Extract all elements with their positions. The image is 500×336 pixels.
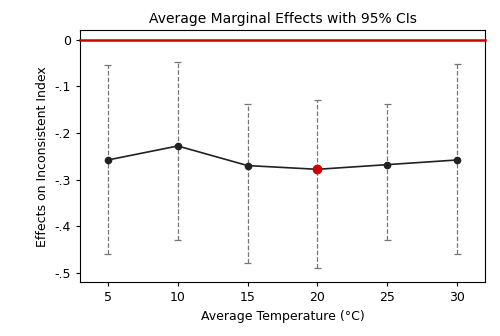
X-axis label: Average Temperature (°C): Average Temperature (°C) <box>200 310 364 323</box>
Title: Average Marginal Effects with 95% CIs: Average Marginal Effects with 95% CIs <box>148 12 416 26</box>
Y-axis label: Effects on Inconsistent Index: Effects on Inconsistent Index <box>36 66 49 247</box>
